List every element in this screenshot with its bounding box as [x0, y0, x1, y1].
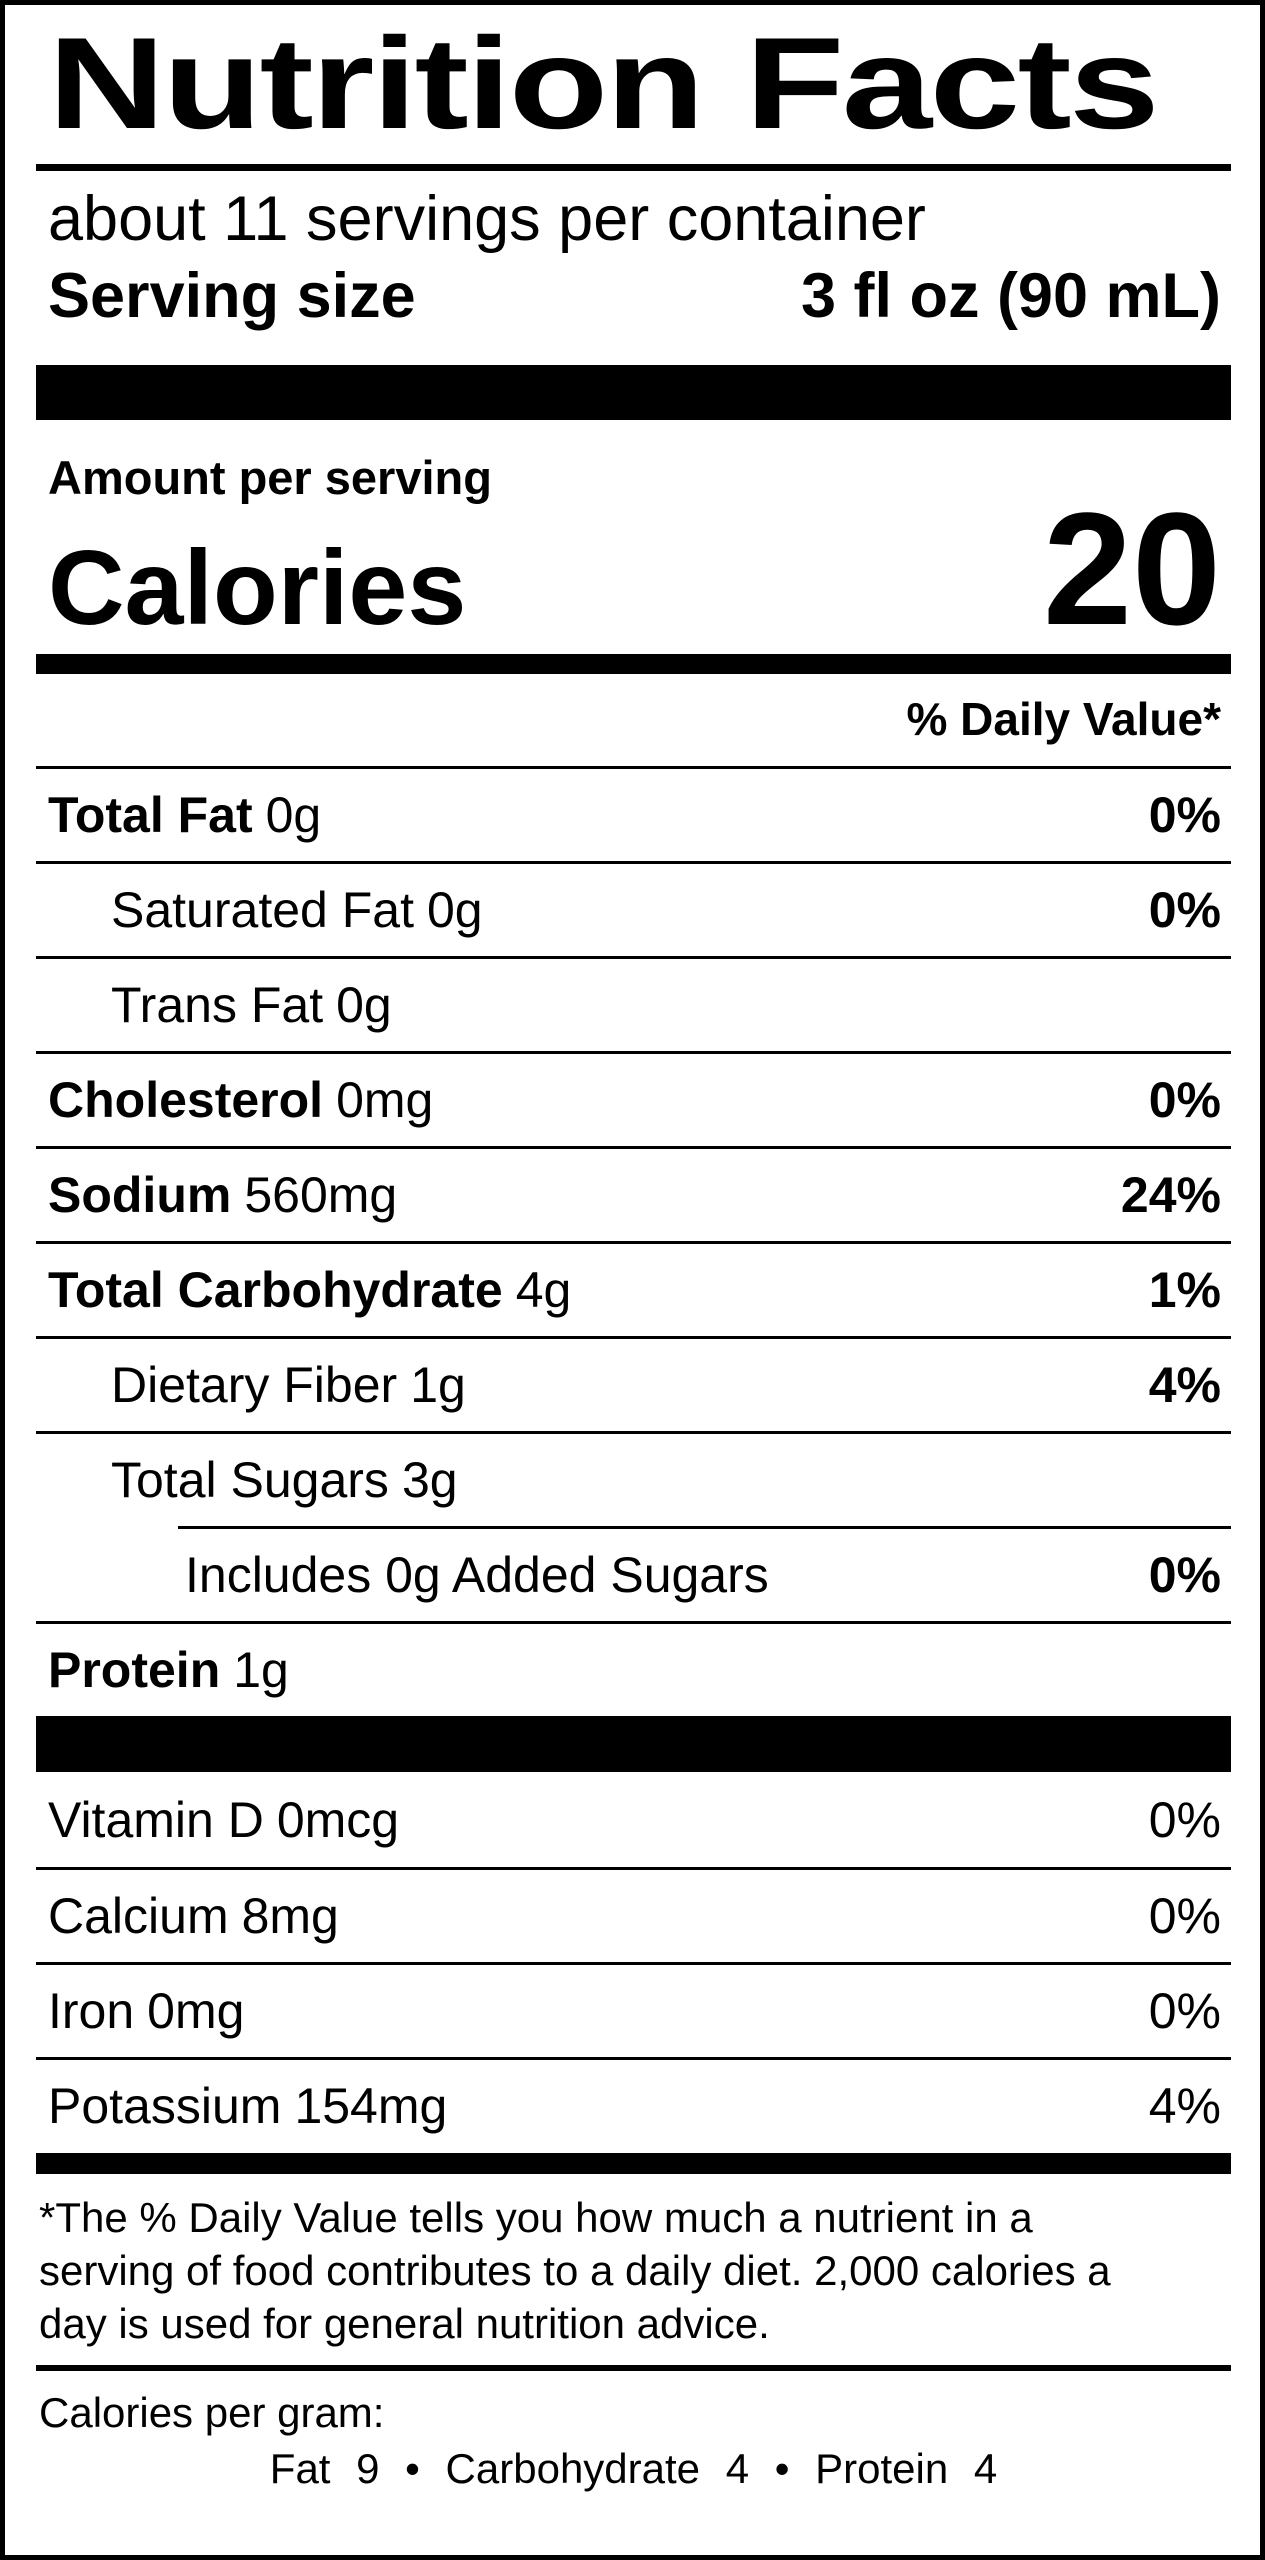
amount-per-serving-label: Amount per serving — [48, 450, 492, 504]
nutrient-text: Includes 0g Added Sugars — [185, 1546, 769, 1604]
nutrient-row-trans-fat: Trans Fat 0g — [36, 956, 1231, 1051]
nutrient-name: Saturated Fat — [111, 882, 414, 939]
nutrient-dv: 0% — [1148, 1072, 1221, 1129]
footnote-line: *The % Daily Value tells you how much a … — [39, 2194, 1033, 2242]
vitamin-dv: 0% — [1148, 1983, 1221, 2040]
medium-separator-bar-calories — [36, 654, 1231, 675]
serving-size-label: Serving size — [48, 261, 416, 332]
calories-per-gram-values: Fat 9 • Carbohydrate 4 • Protein 4 — [269, 2444, 998, 2492]
nutrient-dv: 24% — [1120, 1167, 1221, 1224]
nutrient-text: Total Fat 0g — [48, 786, 321, 844]
thick-separator-bar-protein — [36, 1716, 1231, 1773]
vitamin-row-calcium: Calcium 8mg 0% — [36, 1867, 1231, 1962]
nutrient-row-protein: Protein 1g — [36, 1621, 1231, 1716]
vitamin-text: Iron 0mg — [48, 1982, 244, 2040]
vitamin-amount: 0mg — [147, 1983, 245, 2040]
nutrient-name: Total Sugars — [111, 1452, 389, 1509]
nutrient-amount: 0mg — [336, 1072, 434, 1129]
footnote-line: day is used for general nutrition advice… — [39, 2299, 770, 2347]
nutrient-text: Total Carbohydrate 4g — [48, 1261, 571, 1319]
nutrient-name: Sodium — [48, 1167, 232, 1224]
nutrient-amount: 560mg — [244, 1167, 398, 1224]
thick-separator-bar-top — [36, 364, 1231, 420]
vitamin-dv: 0% — [1148, 1888, 1221, 1945]
nutrient-name: Protein — [48, 1642, 221, 1699]
calories-per-gram-label: Calories per gram: — [39, 2388, 385, 2436]
nutrient-text: Cholesterol 0mg — [48, 1071, 433, 1129]
nutrient-amount: 1g — [410, 1357, 466, 1414]
vitamin-row-potassium: Potassium 154mg 4% — [36, 2057, 1231, 2152]
nutrient-text: Dietary Fiber 1g — [111, 1356, 466, 1414]
nutrient-amount: 0g — [336, 977, 392, 1034]
vitamin-amount: 154mg — [294, 2078, 448, 2135]
footnote-line: serving of food contributes to a daily d… — [39, 2247, 1111, 2295]
nutrient-row-sodium: Sodium 560mg 24% — [36, 1146, 1231, 1241]
nutrient-dv: 1% — [1148, 1262, 1221, 1319]
nutrient-name: Dietary Fiber — [111, 1357, 398, 1414]
serving-size-value: 3 fl oz (90 mL) — [800, 261, 1221, 332]
nutrient-name: Total Fat — [48, 787, 253, 844]
nutrient-row-saturated-fat: Saturated Fat 0g 0% — [36, 861, 1231, 956]
servings-per-container: about 11 servings per container — [48, 183, 926, 254]
vitamin-name: Calcium — [48, 1888, 229, 1945]
calories-value: 20 — [1043, 478, 1221, 658]
vitamin-dv: 4% — [1148, 2078, 1221, 2135]
nutrient-amount: 3g — [401, 1452, 458, 1509]
calories-label: Calories — [48, 528, 467, 647]
vitamin-name: Vitamin D — [48, 1791, 264, 1848]
nutrient-amount: 4g — [515, 1262, 572, 1319]
nutrient-amount: Includes 0g Added Sugars — [185, 1547, 769, 1604]
medium-separator-bar-footnote — [36, 2153, 1231, 2175]
nutrient-text: Total Sugars 3g — [111, 1451, 458, 1509]
nutrient-row-total-carbohydrate: Total Carbohydrate 4g 1% — [36, 1241, 1231, 1336]
nutrient-row-total-sugars: Total Sugars 3g — [36, 1431, 1231, 1526]
nutrient-row-total-fat: Total Fat 0g 0% — [36, 766, 1231, 861]
calories-row: Calories 20 — [36, 478, 1231, 658]
serving-size-row: Serving size 3 fl oz (90 mL) — [36, 259, 1231, 335]
vitamin-amount: 8mg — [241, 1888, 339, 1945]
nutrient-text: Sodium 560mg — [48, 1166, 397, 1224]
nutrient-name: Cholesterol — [48, 1072, 324, 1129]
nutrient-row-added-sugars: Includes 0g Added Sugars 0% — [178, 1526, 1231, 1621]
vitamin-row-iron: Iron 0mg 0% — [36, 1962, 1231, 2057]
nutrient-dv: 0% — [1148, 882, 1221, 939]
vitamin-row-vitamin-d: Vitamin D 0mcg 0% — [36, 1772, 1231, 1867]
nutrient-dv: 0% — [1148, 787, 1221, 844]
daily-value-footnote: *The % Daily Value tells you how much a … — [36, 2174, 1231, 2365]
vitamin-text: Vitamin D 0mcg — [48, 1791, 399, 1849]
nutrient-name: Trans Fat — [111, 977, 324, 1034]
nutrient-rows: Total Fat 0g 0% Saturated Fat 0g 0% Trans … — [36, 766, 1231, 1716]
nutrient-amount: 0g — [426, 882, 483, 939]
nutrient-text: Protein 1g — [48, 1641, 289, 1699]
label-title: Nutrition Facts — [48, 10, 1160, 156]
nutrient-amount: 1g — [233, 1642, 289, 1699]
vitamin-name: Potassium — [48, 2078, 282, 2135]
vitamin-text: Potassium 154mg — [48, 2077, 447, 2135]
vitamin-amount: 0mcg — [276, 1791, 400, 1848]
nutrient-amount: 0g — [265, 787, 322, 844]
nutrient-row-dietary-fiber: Dietary Fiber 1g 4% — [36, 1336, 1231, 1431]
nutrient-dv: 0% — [1148, 1547, 1221, 1604]
title-divider-rule — [36, 163, 1231, 171]
nutrient-name: Total Carbohydrate — [48, 1262, 503, 1319]
nutrient-dv: 4% — [1148, 1357, 1221, 1414]
nutrient-row-cholesterol: Cholesterol 0mg 0% — [36, 1051, 1231, 1146]
nutrient-text: Saturated Fat 0g — [111, 881, 483, 939]
footnote-divider-rule — [36, 2364, 1231, 2371]
daily-value-header: % Daily Value* — [906, 693, 1222, 746]
vitamin-dv: 0% — [1148, 1791, 1221, 1848]
vitamin-name: Iron — [48, 1983, 135, 2040]
vitamin-rows: Vitamin D 0mcg 0% Calcium 8mg 0% Iron 0mg 0… — [36, 1772, 1231, 2152]
vitamin-text: Calcium 8mg — [48, 1887, 339, 1945]
nutrient-text: Trans Fat 0g — [111, 976, 392, 1034]
